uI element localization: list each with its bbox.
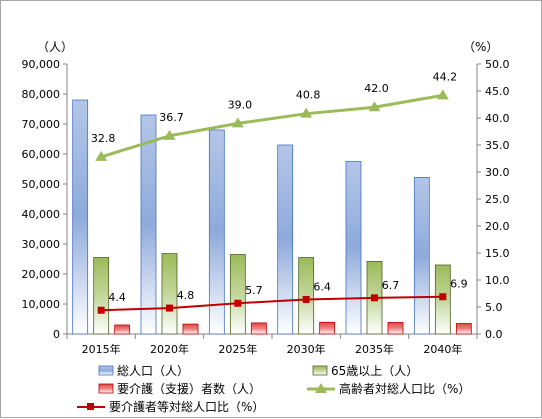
right-tick-label: 45.0 bbox=[485, 85, 510, 98]
elderly-ratio-label: 40.8 bbox=[296, 89, 321, 102]
bar-total-population bbox=[208, 129, 225, 335]
care-ratio-marker bbox=[97, 306, 105, 314]
legend-marker bbox=[87, 403, 94, 410]
left-tick-label: 50,000 bbox=[22, 178, 61, 191]
elderly-ratio-marker bbox=[368, 101, 381, 112]
legend-label: 要介護者等対総人口比（%） bbox=[109, 399, 264, 414]
elderly-ratio-marker bbox=[163, 129, 176, 140]
elderly-ratio-marker bbox=[95, 150, 108, 161]
elderly-ratio-marker bbox=[300, 107, 313, 118]
legend-swatch bbox=[98, 383, 114, 394]
care-ratio-label: 6.7 bbox=[382, 279, 400, 292]
right-tick-label: 0.0 bbox=[485, 328, 503, 341]
care-ratio-marker bbox=[371, 294, 378, 302]
bar-total-population bbox=[413, 176, 430, 335]
legend: 総人口（人） 65歳以上（人） 要介護（支援）者数（人） 高齢者対総人口比（%） 要介護… bbox=[77, 364, 470, 414]
bar-elderly-65plus bbox=[93, 257, 110, 335]
bar-care-needed bbox=[182, 323, 199, 335]
right-tick-label: 35.0 bbox=[485, 139, 510, 152]
right-axis-unit: （%） bbox=[463, 40, 498, 54]
plot-layer: 0 10,000 20,000 30,000 40,000 50,000 60,000 70,… bbox=[22, 58, 510, 356]
line-elderly-ratio bbox=[100, 93, 444, 159]
care-ratio-label: 4.8 bbox=[177, 289, 195, 302]
care-ratio-marker bbox=[439, 293, 447, 301]
left-tick-label: 80,000 bbox=[22, 88, 61, 101]
left-axis-unit: （人） bbox=[37, 40, 73, 54]
bar-elderly-65plus bbox=[298, 257, 315, 335]
legend-label: 高齢者対総人口比（%） bbox=[339, 381, 470, 396]
elderly-ratio-label: 36.7 bbox=[159, 111, 184, 124]
x-tick-label: 2040年 bbox=[423, 342, 462, 356]
care-ratio-marker bbox=[234, 299, 242, 307]
x-tick-label: 2025年 bbox=[218, 342, 257, 356]
care-ratio-marker bbox=[166, 304, 173, 312]
right-tick-label: 40.0 bbox=[485, 112, 510, 125]
bar-total-population bbox=[140, 114, 157, 335]
x-tick-label: 2015年 bbox=[82, 342, 121, 356]
elderly-ratio-marker bbox=[231, 117, 244, 128]
elderly-ratio-marker bbox=[436, 89, 449, 100]
x-tick-label: 2020年 bbox=[150, 342, 189, 356]
bar-total-population bbox=[72, 99, 89, 335]
elderly-ratio-label: 42.0 bbox=[364, 82, 389, 95]
x-tick-label: 2030年 bbox=[287, 342, 326, 356]
bar-elderly-65plus bbox=[229, 254, 246, 335]
care-ratio-label: 6.9 bbox=[450, 278, 468, 291]
right-tick-label: 30.0 bbox=[485, 166, 510, 179]
left-tick-label: 60,000 bbox=[22, 148, 61, 161]
left-tick-label: 90,000 bbox=[22, 58, 61, 71]
bar-care-needed bbox=[250, 322, 267, 335]
right-tick-label: 20.0 bbox=[485, 220, 510, 233]
right-tick-label: 15.0 bbox=[485, 247, 510, 260]
legend-label: 総人口（人） bbox=[117, 364, 189, 378]
legend-swatch bbox=[98, 365, 114, 376]
left-tick-label: 70,000 bbox=[22, 118, 61, 131]
care-ratio-label: 5.7 bbox=[245, 284, 263, 297]
x-tick-label: 2035年 bbox=[355, 342, 394, 356]
left-tick-label: 40,000 bbox=[22, 208, 61, 221]
bar-total-population bbox=[277, 144, 294, 335]
left-tick-label: 20,000 bbox=[22, 268, 61, 281]
legend-label: 65歳以上（人） bbox=[331, 364, 418, 378]
right-tick-label: 10.0 bbox=[485, 274, 510, 287]
legend-swatch bbox=[312, 365, 328, 376]
bar-elderly-65plus bbox=[161, 253, 178, 335]
right-tick-label: 5.0 bbox=[485, 301, 503, 314]
bar-care-needed bbox=[319, 321, 336, 335]
care-ratio-label: 6.4 bbox=[313, 280, 331, 293]
elderly-ratio-label: 44.2 bbox=[433, 70, 458, 83]
care-ratio-label: 4.4 bbox=[108, 291, 126, 304]
right-tick-label: 25.0 bbox=[485, 193, 510, 206]
elderly-ratio-label: 32.8 bbox=[91, 132, 116, 145]
line-care-ratio bbox=[101, 295, 443, 312]
left-tick-label: 10,000 bbox=[22, 298, 61, 311]
legend-marker bbox=[315, 383, 327, 393]
right-tick-label: 50.0 bbox=[485, 58, 510, 71]
bar-total-population bbox=[345, 161, 362, 335]
bar-care-needed bbox=[455, 323, 472, 335]
left-tick-label: 0 bbox=[53, 328, 60, 341]
bar-care-needed bbox=[387, 322, 404, 335]
bar-care-needed bbox=[114, 324, 131, 335]
care-ratio-marker bbox=[302, 295, 310, 303]
left-tick-label: 30,000 bbox=[22, 238, 61, 251]
elderly-ratio-label: 39.0 bbox=[228, 98, 253, 111]
legend-label: 要介護（支援）者数（人） bbox=[117, 381, 261, 396]
